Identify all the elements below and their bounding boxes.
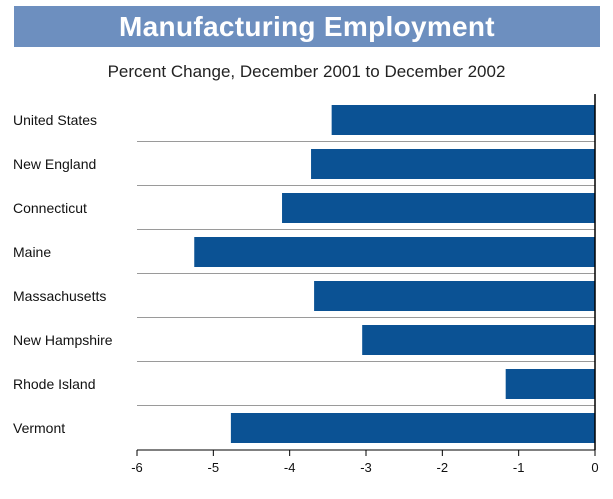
bar-maine — [194, 237, 595, 267]
bar-new-england — [311, 149, 595, 179]
category-label: Rhode Island — [13, 376, 96, 392]
chart-title: Manufacturing Employment — [14, 6, 600, 47]
category-label: Connecticut — [13, 200, 87, 216]
bar-connecticut — [282, 193, 595, 223]
x-tick-label: -4 — [284, 460, 296, 475]
bar-new-hampshire — [362, 325, 595, 355]
x-tick-label: -6 — [131, 460, 143, 475]
x-tick-label: -2 — [437, 460, 449, 475]
x-tick-label: 0 — [591, 460, 598, 475]
bar-massachusetts — [314, 281, 595, 311]
category-label: Vermont — [13, 420, 65, 436]
x-tick-label: -5 — [208, 460, 220, 475]
bar-rhode-island — [505, 369, 595, 399]
bar-vermont — [230, 413, 595, 443]
category-label: Massachusetts — [13, 288, 106, 304]
x-tick-label: -1 — [513, 460, 525, 475]
chart-subtitle: Percent Change, December 2001 to Decembe… — [107, 62, 506, 81]
category-label: New Hampshire — [13, 332, 113, 348]
x-tick-label: -3 — [360, 460, 372, 475]
category-label: Maine — [13, 244, 51, 260]
category-label: New England — [13, 156, 96, 172]
category-label: United States — [13, 112, 97, 128]
bar-united-states — [331, 105, 595, 135]
